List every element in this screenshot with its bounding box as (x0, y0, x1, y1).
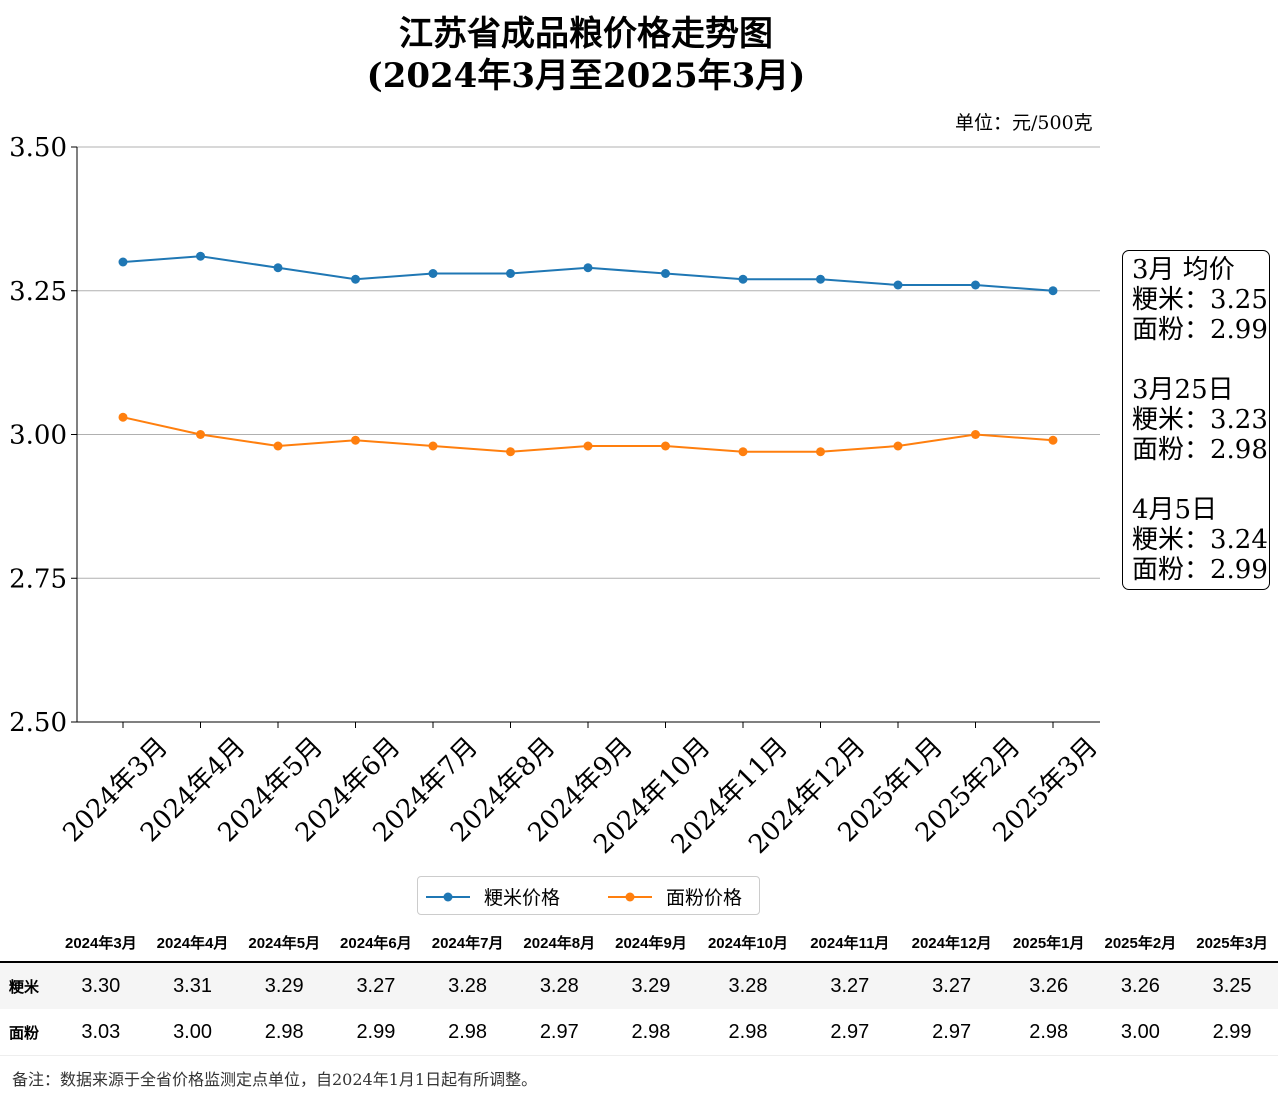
table-header: 2024年6月 (330, 923, 422, 963)
y-tick-label: 3.00 (9, 421, 67, 451)
table-cell: 3.25 (1186, 962, 1278, 1009)
data-point (738, 447, 748, 457)
table-cell: 3.28 (513, 962, 606, 1009)
legend-item-flour: 面粉价格 (608, 883, 742, 910)
table-cell: 3.03 (81, 1020, 121, 1043)
legend-item-rice: 粳米价格 (426, 883, 560, 910)
annotation-line: 3月25日 (1132, 375, 1234, 405)
data-point (816, 274, 825, 284)
annotation-line: 粳米：3.25 (1132, 285, 1268, 315)
data-point (1048, 286, 1058, 296)
chart-title: 江苏省成品粮价格走势图 (399, 14, 773, 54)
table-header: 2024年5月 (238, 923, 331, 963)
data-point (971, 280, 980, 290)
data-point (273, 441, 283, 451)
table-header: 2025年3月 (1186, 923, 1278, 963)
table-header: 2025年2月 (1094, 923, 1187, 963)
data-point (583, 263, 593, 273)
data-point (506, 269, 515, 278)
data-point (1048, 435, 1058, 445)
table-cell: 2.97 (539, 1020, 579, 1043)
data-point (118, 257, 128, 267)
table-cell: 2.98 (1029, 1020, 1069, 1043)
legend-marker-icon (608, 892, 652, 901)
row-label: 粳米 (0, 962, 55, 1009)
table-cell: 3.31 (146, 962, 239, 1009)
table-cell: 3.29 (238, 962, 331, 1009)
annotation-line: 面粉：2.99 (1132, 315, 1268, 345)
table-header: 2024年4月 (146, 923, 239, 963)
data-point (428, 269, 438, 278)
table-cell: 3.00 (173, 1020, 212, 1043)
row-label: 面粉 (9, 1024, 40, 1042)
data-table: 2024年3月 2024年4月 2024年5月 2024年6月 2024年7月 2024年… (0, 923, 1278, 1056)
table-header: 2024年3月 (55, 923, 147, 963)
table-cell: 2.98 (448, 1020, 488, 1043)
table-cell: 2.98 (631, 1020, 671, 1043)
table-cell: 2.97 (830, 1020, 870, 1043)
table-header: 2024年9月 (605, 923, 697, 963)
data-point (428, 441, 438, 451)
data-point (893, 280, 903, 290)
legend-marker-icon (426, 892, 470, 901)
data-point (351, 435, 360, 445)
table-cell: 3.26 (1094, 962, 1187, 1009)
data-point (816, 447, 825, 457)
table-cell: 2.97 (932, 1020, 972, 1043)
table-cell: 3.27 (799, 962, 901, 1009)
annotation-box: 3月 均价 粳米：3.25 面粉：2.99 3月25日 粳米：3.23 面粉：2… (1122, 250, 1270, 590)
data-point (971, 430, 980, 439)
table-header: 2024年8月 (513, 923, 606, 963)
table-cell: 3.28 (421, 962, 514, 1009)
annotation-line: 4月5日 (1132, 495, 1218, 525)
table-cell: 3.00 (1120, 1020, 1160, 1043)
annotation-line: 面粉：2.98 (1132, 435, 1268, 465)
annotation-line: 粳米：3.24 (1132, 525, 1268, 555)
y-tick-label: 2.50 (9, 708, 67, 738)
y-tick-label: 3.50 (9, 133, 67, 163)
table-cell: 2.99 (1212, 1020, 1252, 1043)
data-point (583, 441, 593, 451)
series-line-0 (122, 255, 1054, 292)
data-point (738, 274, 748, 284)
line-chart: 2.502.753.003.253.502024年3月2024年4月2024年5… (9, 133, 1104, 860)
data-point (351, 274, 360, 284)
footnote: 备注：数据来源于全省价格监测定点单位，自2024年1月1日起有所调整。 (12, 1070, 538, 1089)
data-point (118, 412, 128, 422)
table-cell: 3.26 (1002, 962, 1095, 1009)
table-cell: 3.29 (605, 962, 697, 1009)
table-cell: 3.27 (330, 962, 422, 1009)
data-point (196, 251, 205, 261)
y-tick-label: 2.75 (9, 564, 67, 594)
data-point (506, 447, 515, 457)
table-row: 面粉 3.03 3.00 2.98 2.99 2.98 2.97 2.98 2.98 2.97 2.… (0, 1009, 1278, 1056)
table-cell: 3.27 (900, 962, 1003, 1009)
legend: 粳米价格 面粉价格 (417, 876, 760, 915)
table-row: 粳米 3.30 3.31 3.29 3.27 3.28 3.28 3.29 3.28 3.27 3.… (0, 962, 1278, 1009)
annotation-line: 3月 均价 (1132, 255, 1235, 285)
data-point (196, 430, 205, 439)
annotation-line: 面粉：2.99 (1132, 555, 1268, 585)
data-point (661, 441, 670, 451)
table-cell: 2.98 (728, 1020, 768, 1043)
table-header: 2024年10月 (696, 923, 800, 963)
table-header: 2024年11月 (799, 923, 901, 963)
data-point (273, 263, 283, 273)
unit-label: 单位：元/500克 (955, 112, 1093, 134)
table-header: 2024年7月 (421, 923, 514, 963)
y-tick-label: 3.25 (9, 277, 67, 307)
table-cell: 3.30 (55, 962, 147, 1009)
table-cell: 2.98 (264, 1020, 304, 1043)
data-point (893, 441, 903, 451)
table-header: 2025年1月 (1002, 923, 1095, 963)
chart-subtitle: (2024年3月至2025年3月) (366, 56, 806, 96)
table-header: 2024年12月 (900, 923, 1003, 963)
data-point (661, 269, 670, 278)
table-cell: 2.99 (356, 1020, 396, 1043)
table-cell: 3.28 (696, 962, 800, 1009)
annotation-line: 粳米：3.23 (1132, 405, 1268, 435)
